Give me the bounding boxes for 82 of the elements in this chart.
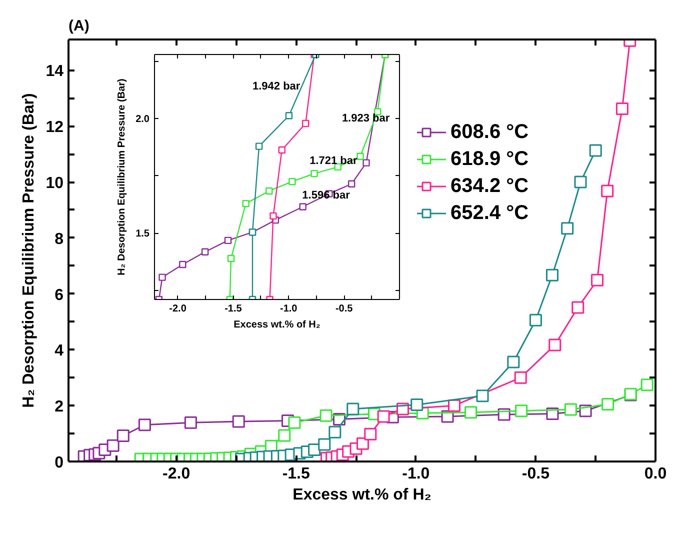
point (348, 180, 356, 188)
y-tick-label: 10 (46, 175, 64, 192)
point (158, 274, 166, 281)
point (616, 102, 628, 116)
point (299, 203, 306, 210)
point (572, 301, 584, 314)
point (201, 248, 209, 256)
point (464, 406, 478, 419)
legend-label: 608.6 °C (450, 120, 529, 144)
point (116, 430, 130, 442)
y-tick-label: 14 (46, 63, 64, 80)
point (179, 260, 186, 268)
legend-label: 634.2 °C (450, 174, 529, 198)
x-tick-label: -1.5 (282, 466, 310, 482)
point (288, 416, 301, 429)
y-tick-label: 1.5 (136, 228, 150, 240)
point (334, 163, 342, 171)
point (227, 254, 235, 262)
point (242, 200, 250, 208)
point (476, 390, 489, 402)
point (356, 152, 364, 160)
point (285, 112, 293, 120)
point (346, 402, 360, 416)
point (514, 371, 527, 384)
point (515, 404, 528, 418)
point (232, 415, 245, 428)
point (546, 268, 558, 282)
point (184, 416, 197, 429)
point (507, 356, 520, 368)
y-tick-label: 2 (54, 398, 64, 416)
point (320, 409, 332, 422)
point (278, 429, 291, 442)
point (529, 314, 542, 326)
point (410, 398, 424, 412)
y-tick-label: 8 (54, 230, 64, 248)
legend-label: 652.4 °C (450, 202, 529, 225)
x-tick-label: -1.5 (224, 304, 242, 314)
point (270, 212, 277, 220)
point (318, 438, 331, 451)
point (328, 426, 342, 438)
point (356, 437, 369, 450)
x-tick-label: -2.0 (169, 304, 187, 314)
point (601, 184, 614, 198)
point (640, 378, 654, 392)
point (106, 439, 120, 452)
point (574, 176, 587, 188)
x-tick-label: -1.0 (280, 304, 298, 314)
point (310, 170, 318, 178)
point (302, 120, 310, 128)
x-tick-label: -0.5 (522, 466, 550, 482)
x-axis-title: Excess wt.% of H₂ (292, 486, 432, 504)
point (564, 403, 577, 416)
y-axis-title: H₂ Desorption Equilibrium Pressure (Bar) (20, 93, 38, 408)
point (377, 410, 390, 423)
point (591, 274, 604, 286)
point (138, 418, 151, 432)
y-tick-label: 0 (54, 454, 64, 472)
y-tick-label: 6 (54, 286, 64, 304)
point (561, 222, 574, 235)
x-tick-label: -2.0 (162, 466, 190, 482)
y-tick-label: 2.0 (136, 114, 150, 126)
y-axis-title: H₂ Desorption Equilibrium Pressure (Bar) (116, 78, 128, 276)
x-tick-label: -1.0 (402, 466, 430, 482)
annotation: 1.942 bar (252, 80, 301, 92)
point (362, 159, 370, 166)
point (224, 236, 232, 244)
point (364, 428, 377, 440)
point (589, 144, 602, 157)
legend-label: 618.9 °C (450, 148, 529, 171)
point (308, 444, 321, 456)
chart-title: (A) (68, 18, 90, 34)
point (288, 178, 296, 186)
x-tick-label: 0.0 (644, 466, 667, 482)
y-tick-label: 12 (46, 119, 64, 136)
point (255, 142, 263, 150)
point (278, 146, 286, 154)
point (602, 398, 614, 410)
x-axis-title: Excess wt.% of H₂ (234, 320, 320, 330)
y-tick-label: 4 (54, 342, 64, 360)
x-tick-label: -0.5 (335, 304, 354, 314)
point (548, 338, 562, 352)
point (266, 187, 273, 195)
